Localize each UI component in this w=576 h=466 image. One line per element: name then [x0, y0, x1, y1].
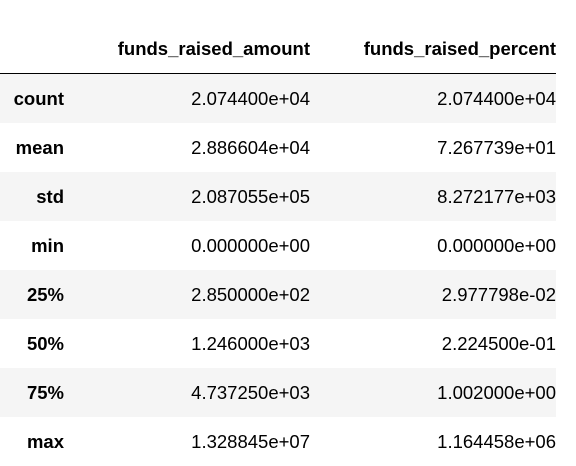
- table-row: count 2.074400e+04 2.074400e+04: [0, 74, 556, 124]
- cell-funds-raised-amount: 0.000000e+00: [64, 221, 310, 270]
- header-row: funds_raised_amount funds_raised_percent: [0, 24, 556, 74]
- cell-funds-raised-percent: 8.272177e+03: [310, 172, 556, 221]
- row-label: min: [0, 221, 64, 270]
- cell-funds-raised-amount: 1.328845e+07: [64, 417, 310, 466]
- row-label: count: [0, 74, 64, 124]
- column-header-funds-raised-percent: funds_raised_percent: [310, 24, 556, 74]
- cell-funds-raised-percent: 2.977798e-02: [310, 270, 556, 319]
- cell-funds-raised-amount: 2.074400e+04: [64, 74, 310, 124]
- table-row: max 1.328845e+07 1.164458e+06: [0, 417, 556, 466]
- cell-funds-raised-amount: 2.850000e+02: [64, 270, 310, 319]
- table-row: 50% 1.246000e+03 2.224500e-01: [0, 319, 556, 368]
- row-label: max: [0, 417, 64, 466]
- row-label: 75%: [0, 368, 64, 417]
- cell-funds-raised-percent: 1.002000e+00: [310, 368, 556, 417]
- cell-funds-raised-amount: 4.737250e+03: [64, 368, 310, 417]
- describe-table: funds_raised_amount funds_raised_percent…: [0, 24, 556, 466]
- table-body: count 2.074400e+04 2.074400e+04 mean 2.8…: [0, 74, 556, 466]
- cell-funds-raised-percent: 1.164458e+06: [310, 417, 556, 466]
- row-label: 25%: [0, 270, 64, 319]
- table-row: min 0.000000e+00 0.000000e+00: [0, 221, 556, 270]
- index-header: [0, 24, 64, 74]
- row-label: std: [0, 172, 64, 221]
- table-row: 25% 2.850000e+02 2.977798e-02: [0, 270, 556, 319]
- table-row: mean 2.886604e+04 7.267739e+01: [0, 123, 556, 172]
- cell-funds-raised-percent: 7.267739e+01: [310, 123, 556, 172]
- cell-funds-raised-percent: 0.000000e+00: [310, 221, 556, 270]
- cell-funds-raised-percent: 2.224500e-01: [310, 319, 556, 368]
- row-label: mean: [0, 123, 64, 172]
- cell-funds-raised-amount: 2.087055e+05: [64, 172, 310, 221]
- row-label: 50%: [0, 319, 64, 368]
- table-row: 75% 4.737250e+03 1.002000e+00: [0, 368, 556, 417]
- column-header-funds-raised-amount: funds_raised_amount: [64, 24, 310, 74]
- cell-funds-raised-percent: 2.074400e+04: [310, 74, 556, 124]
- table-row: std 2.087055e+05 8.272177e+03: [0, 172, 556, 221]
- cell-funds-raised-amount: 2.886604e+04: [64, 123, 310, 172]
- table-header: funds_raised_amount funds_raised_percent: [0, 24, 556, 74]
- cell-funds-raised-amount: 1.246000e+03: [64, 319, 310, 368]
